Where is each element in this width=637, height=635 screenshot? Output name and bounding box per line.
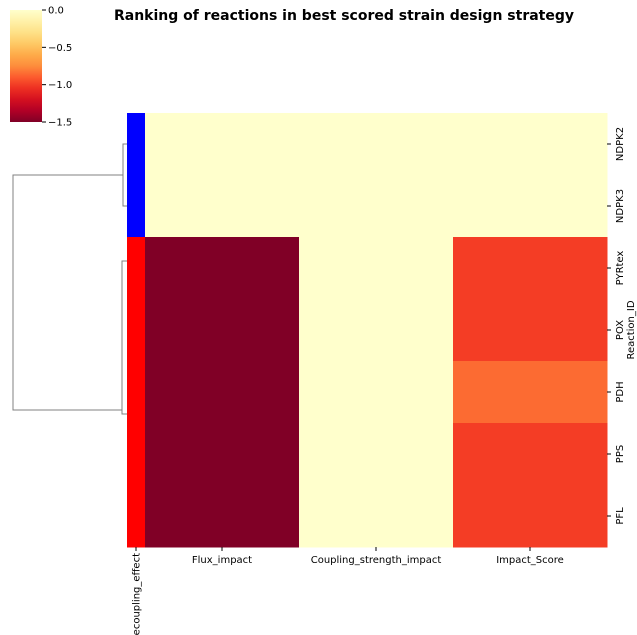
heatmap-cell xyxy=(299,485,454,548)
heatmap-cell xyxy=(145,113,300,176)
heatmap-cell xyxy=(145,485,300,548)
heatmap-cell xyxy=(453,423,608,486)
row-label: NDPK2 xyxy=(615,127,626,161)
row-color-cell xyxy=(127,361,145,424)
row-color-cell xyxy=(127,299,145,362)
colorbar-tick-label: 0.0 xyxy=(48,6,64,17)
row-colors-label: Decoupling_effect xyxy=(132,553,143,635)
row-color-cell xyxy=(127,485,145,548)
column-label: Coupling_strength_impact xyxy=(311,555,442,566)
row-color-cell xyxy=(127,175,145,238)
row-label: NDPK3 xyxy=(615,189,626,223)
colorbar: 0.0 −0.5 −1.0 −1.5 xyxy=(10,6,72,129)
colorbar-tick-label: −1.0 xyxy=(48,80,72,91)
column-labels: Flux_impact Coupling_strength_impact Impac… xyxy=(132,547,564,635)
column-label: Impact_Score xyxy=(496,555,564,566)
colorbar-gradient xyxy=(10,10,42,122)
heatmap-cell xyxy=(145,299,300,362)
row-color-cell xyxy=(127,423,145,486)
heatmap-cell xyxy=(145,175,300,238)
heatmap-cell xyxy=(453,175,608,238)
colorbar-tick-label: −1.5 xyxy=(48,118,72,129)
heatmap-cell xyxy=(299,423,454,486)
row-axis-label: Reaction_ID xyxy=(626,300,637,359)
colorbar-tick-label: −0.5 xyxy=(48,43,72,54)
column-label: Flux_impact xyxy=(192,555,252,566)
row-labels: NDPK2 NDPK3 PYRtex POX PDH PPS PFL xyxy=(607,127,626,525)
heatmap-cell xyxy=(453,299,608,362)
heatmap-cell xyxy=(299,361,454,424)
dendrogram-branch xyxy=(12,174,123,411)
heatmap-cell xyxy=(453,485,608,548)
row-label: PYRtex xyxy=(615,251,626,286)
heatmap-cell xyxy=(145,237,300,300)
row-label: POX xyxy=(615,320,626,340)
row-color-cell xyxy=(127,237,145,300)
row-label: PDH xyxy=(615,381,626,402)
row-label: PFL xyxy=(615,507,626,525)
heatmap-cell xyxy=(299,299,454,362)
heatmap-cell xyxy=(145,361,300,424)
row-dendrogram xyxy=(12,143,127,415)
heatmap-cell xyxy=(145,423,300,486)
colorbar-ticks: 0.0 −0.5 −1.0 −1.5 xyxy=(42,6,72,129)
row-color-strip xyxy=(127,113,145,548)
heatmap-cell xyxy=(453,113,608,176)
row-color-cell xyxy=(127,113,145,176)
heatmap-cell xyxy=(453,237,608,300)
row-label: PPS xyxy=(615,445,626,463)
chart-title: Ranking of reactions in best scored stra… xyxy=(114,8,574,24)
heatmap-cell xyxy=(299,175,454,238)
dendrogram-branch xyxy=(122,143,127,207)
heatmap-cell xyxy=(299,237,454,300)
dendrogram-branch xyxy=(121,260,127,415)
heatmap-cell xyxy=(453,361,608,424)
heatmap-cells xyxy=(145,113,608,548)
heatmap-cell xyxy=(299,113,454,176)
